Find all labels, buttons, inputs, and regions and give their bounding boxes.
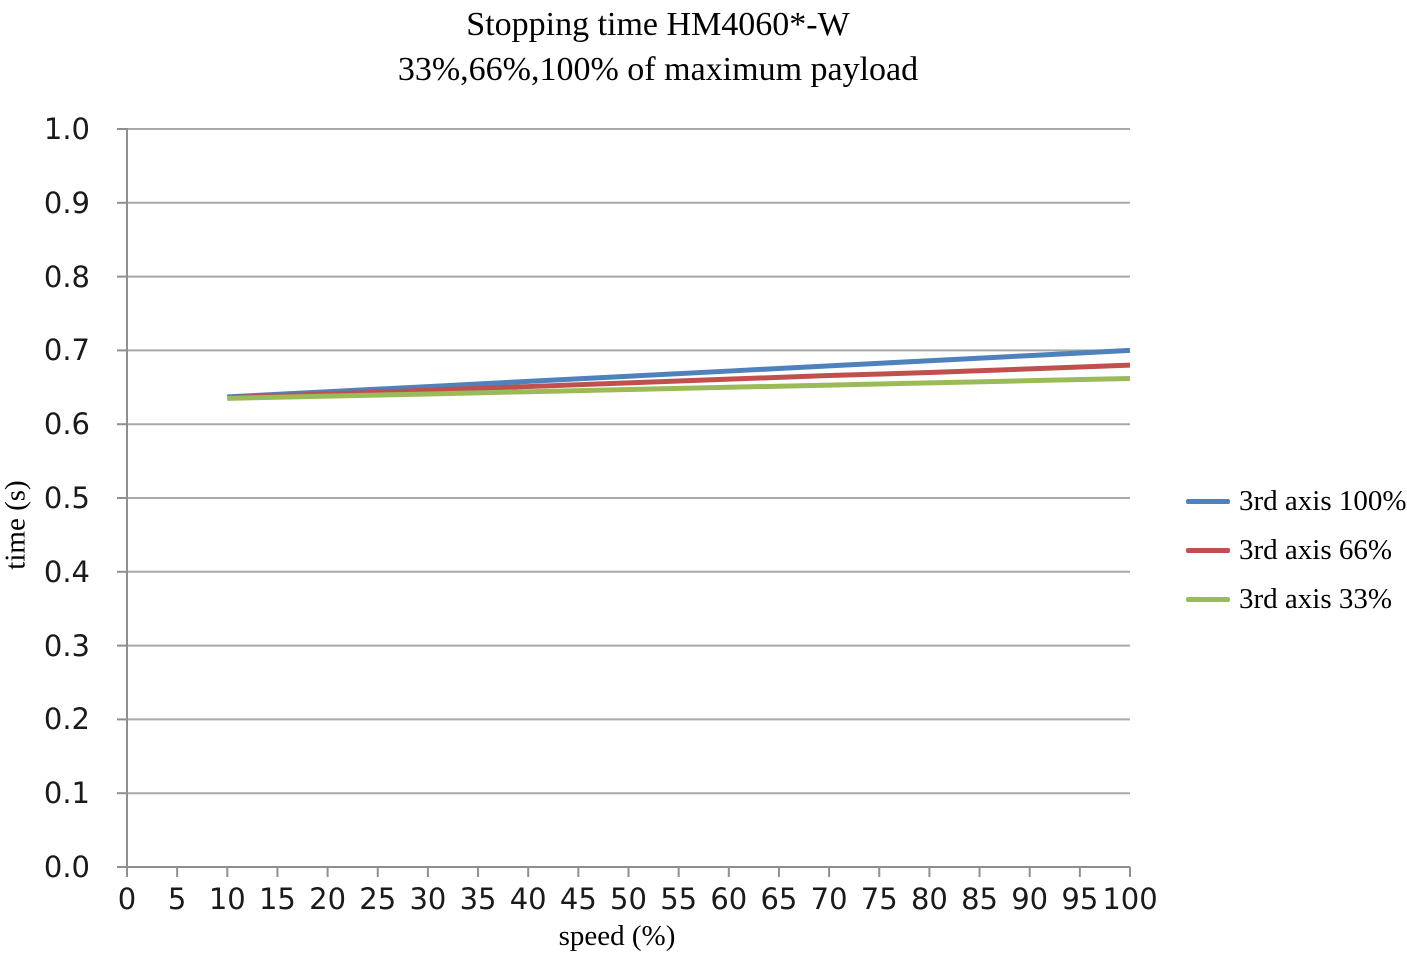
legend-item: 3rd axis 100%: [1186, 485, 1407, 518]
x-tick-label: 25: [359, 882, 397, 916]
x-tick-label: 65: [760, 882, 798, 916]
legend-label: 3rd axis 33%: [1239, 583, 1393, 615]
x-tick-label: 50: [610, 882, 647, 916]
legend-item: 3rd axis 33%: [1186, 583, 1407, 616]
legend-label: 3rd axis 100%: [1239, 485, 1407, 517]
y-tick-label: 1.0: [43, 112, 90, 146]
y-tick-label: 0.8: [43, 259, 90, 294]
x-axis-title: speed (%): [558, 920, 676, 952]
legend-line-sample-icon: [1186, 597, 1230, 602]
y-tick-label: 0.2: [43, 702, 90, 737]
x-tick-label: 60: [710, 882, 748, 916]
y-tick-label: 0.1: [43, 776, 90, 811]
y-tick-label: 0.3: [43, 628, 90, 663]
x-tick-label: 10: [208, 882, 246, 916]
y-tick-label: 0.0: [43, 850, 90, 884]
x-tick-label: 0: [117, 882, 137, 916]
legend-label: 3rd axis 66%: [1239, 534, 1393, 566]
x-tick-label: 40: [509, 882, 547, 916]
legend-line-sample-icon: [1186, 548, 1230, 553]
x-tick-label: 85: [961, 882, 998, 916]
series-line-1: [227, 362, 1131, 401]
x-tick-label: 20: [309, 882, 347, 916]
chart-title: Stopping time HM4060*-W 33%,66%,100% of …: [0, 2, 1316, 92]
legend: 3rd axis 100% 3rd axis 66% 3rd axis 33%: [1186, 485, 1407, 632]
legend-line-sample-icon: [1186, 499, 1230, 504]
x-tick-label: 15: [258, 882, 296, 916]
x-tick-label: 90: [1011, 882, 1049, 916]
series-line-0: [227, 347, 1131, 400]
y-tick-label: 0.7: [43, 333, 90, 368]
x-tick-label: 5: [167, 882, 187, 916]
legend-item: 3rd axis 66%: [1186, 534, 1407, 567]
y-axis-title: time (s): [0, 480, 32, 570]
x-tick-label: 55: [660, 882, 698, 916]
chart-title-line1: Stopping time HM4060*-W: [466, 6, 850, 43]
y-tick-label: 0.4: [43, 554, 90, 589]
y-tick-label: 0.5: [43, 481, 90, 515]
x-tick-label: 80: [910, 882, 948, 916]
x-tick-label: 35: [459, 882, 497, 916]
x-tick-label: 100: [1102, 882, 1158, 916]
x-tick-label: 70: [810, 882, 848, 916]
x-tick-label: 45: [559, 882, 597, 916]
x-tick-label: 30: [409, 882, 447, 916]
y-tick-label: 0.6: [43, 407, 90, 442]
x-tick-label: 95: [1061, 882, 1099, 916]
series-line-2: [227, 375, 1131, 401]
x-tick-label: 75: [860, 882, 898, 916]
chart-title-line2: 33%,66%,100% of maximum payload: [397, 51, 919, 88]
y-tick-label: 0.9: [43, 185, 90, 220]
